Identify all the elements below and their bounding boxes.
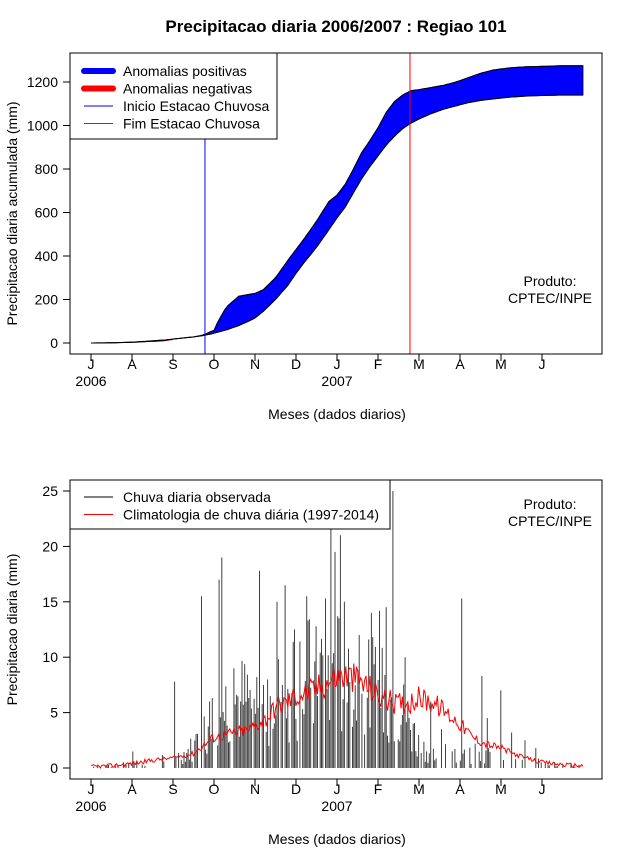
- legend-label-inicio: Inicio Estacao Chuvosa: [123, 98, 270, 114]
- x-tick-label: M: [413, 356, 425, 372]
- x-tick-label: M: [495, 781, 507, 797]
- year-label: 2007: [321, 798, 352, 814]
- y-tick-label: 800: [35, 161, 59, 177]
- x-tick-label: F: [374, 356, 383, 372]
- year-label: 2006: [75, 373, 106, 389]
- legend-label-positive: Anomalias positivas: [123, 63, 247, 79]
- y-tick-label: 400: [35, 248, 59, 264]
- legend: Anomalias positivas Anomalias negativas …: [69, 52, 278, 140]
- credit-line-1: Produto:: [524, 496, 577, 512]
- y-tick-label: 15: [42, 594, 58, 610]
- x-tick-label: S: [168, 356, 177, 372]
- x-tick-label: J: [334, 356, 341, 372]
- y-axis-label: Precipitacao diaria acumulada (mm): [4, 101, 20, 325]
- legend-label-observed: Chuva diaria observada: [123, 489, 271, 505]
- legend-box: [69, 479, 391, 530]
- y-tick-label: 20: [42, 538, 58, 554]
- year-label: 2006: [75, 798, 106, 814]
- y-tick-label: 0: [50, 760, 58, 776]
- y-tick-label: 600: [35, 205, 59, 221]
- legend-label-climatology: Climatologia de chuva diária (1997-2014): [123, 507, 379, 523]
- credit-line-2: CPTEC/INPE: [508, 513, 592, 529]
- y-tick-label: 10: [42, 649, 58, 665]
- x-tick-label: A: [127, 781, 137, 797]
- x-tick-label: A: [455, 781, 465, 797]
- y-tick-label: 0: [50, 335, 58, 351]
- x-tick-label: O: [209, 356, 220, 372]
- x-tick-label: M: [413, 781, 425, 797]
- y-axis: 0 200 400 600 800 1000 1200: [27, 74, 71, 351]
- year-label: 2007: [321, 373, 352, 389]
- legend-box: [69, 52, 278, 140]
- chart-title: Precipitacao diaria 2006/2007 : Regiao 1…: [165, 17, 506, 36]
- y-tick-label: 5: [50, 705, 58, 721]
- y-tick-label: 1200: [27, 74, 58, 90]
- credit-line-1: Produto:: [524, 273, 577, 289]
- x-tick-label: J: [539, 356, 546, 372]
- x-tick-label: M: [495, 356, 507, 372]
- y-tick-label: 200: [35, 292, 59, 308]
- x-tick-label: J: [539, 781, 546, 797]
- x-tick-label: O: [209, 781, 220, 797]
- x-tick-label: A: [455, 356, 465, 372]
- x-axis-label: Meses (dados diarios): [268, 406, 406, 422]
- x-tick-label: J: [88, 356, 95, 372]
- daily-observed-bars: [93, 491, 580, 768]
- x-tick-label: A: [127, 356, 137, 372]
- climatology-accumulated-line: [91, 94, 583, 344]
- climatology-line: [90, 663, 584, 769]
- credit-line-2: CPTEC/INPE: [508, 290, 592, 306]
- y-axis: 0 5 10 15 20 25: [42, 483, 71, 776]
- y-axis-label: Precipitacao diaria (mm): [4, 554, 20, 706]
- x-tick-label: N: [250, 781, 260, 797]
- legend-label-negative: Anomalias negativas: [123, 81, 252, 97]
- x-axis-label: Meses (dados diarios): [268, 831, 406, 847]
- x-tick-label: F: [374, 781, 383, 797]
- legend-label-fim: Fim Estacao Chuvosa: [123, 116, 260, 132]
- x-tick-label: D: [291, 781, 301, 797]
- y-tick-label: 25: [42, 483, 58, 499]
- anomaly-area: [91, 65, 584, 344]
- x-tick-label: J: [334, 781, 341, 797]
- x-tick-label: N: [250, 356, 260, 372]
- x-tick-label: D: [291, 356, 301, 372]
- x-tick-label: S: [168, 781, 177, 797]
- y-tick-label: 1000: [27, 118, 58, 134]
- legend: Chuva diaria observada Climatologia de c…: [69, 479, 391, 530]
- x-tick-label: J: [88, 781, 95, 797]
